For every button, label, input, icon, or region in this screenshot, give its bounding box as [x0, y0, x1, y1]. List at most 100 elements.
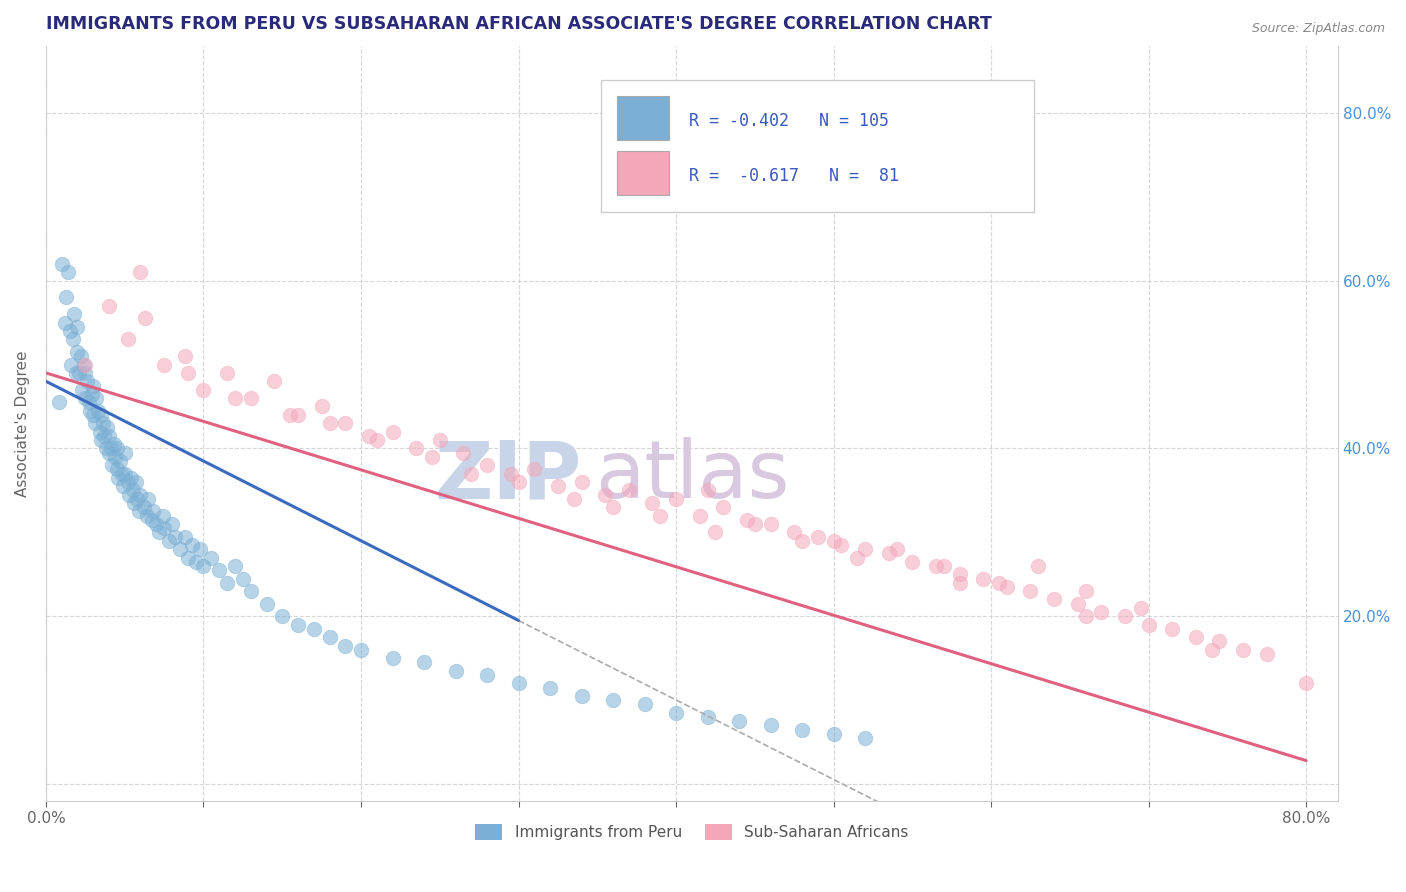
Point: [173, 530, 195, 544]
Point: [224, 558, 246, 573]
Point: [60, 358, 83, 372]
Point: [110, 467, 132, 481]
Point: [152, 508, 174, 523]
Point: [91, 417, 114, 431]
Point: [79, 403, 101, 417]
Point: [475, 458, 498, 473]
Point: [104, 450, 127, 464]
Point: [846, 550, 869, 565]
Point: [169, 542, 191, 557]
Point: [157, 533, 180, 548]
Point: [287, 617, 309, 632]
Point: [59, 324, 82, 338]
Point: [69, 349, 91, 363]
Point: [100, 442, 122, 456]
Point: [73, 358, 96, 372]
Point: [1201, 643, 1223, 657]
Point: [925, 558, 948, 573]
Point: [1161, 622, 1184, 636]
Point: [318, 630, 340, 644]
Point: [177, 366, 200, 380]
Point: [759, 516, 782, 531]
Point: [460, 467, 482, 481]
Point: [853, 542, 876, 557]
Text: IMMIGRANTS FROM PERU VS SUBSAHARAN AFRICAN ASSOCIATE'S DEGREE CORRELATION CHART: IMMIGRANTS FROM PERU VS SUBSAHARAN AFRIC…: [46, 15, 991, 33]
Point: [77, 395, 100, 409]
Point: [696, 710, 718, 724]
Point: [988, 575, 1011, 590]
FancyBboxPatch shape: [617, 152, 669, 195]
Point: [75, 366, 97, 380]
Point: [1129, 600, 1152, 615]
Point: [1256, 647, 1278, 661]
Point: [89, 425, 111, 439]
Point: [278, 408, 301, 422]
Point: [188, 542, 211, 557]
Point: [181, 538, 204, 552]
Point: [948, 575, 970, 590]
Point: [853, 731, 876, 745]
Point: [53, 316, 76, 330]
Point: [901, 555, 924, 569]
Point: [86, 391, 108, 405]
Point: [148, 525, 170, 540]
Point: [145, 516, 167, 531]
Point: [153, 358, 176, 372]
Point: [263, 374, 285, 388]
Point: [55, 290, 77, 304]
Point: [499, 467, 522, 481]
Point: [650, 508, 672, 523]
Point: [114, 467, 136, 481]
Point: [114, 445, 136, 459]
Point: [562, 491, 585, 506]
Point: [444, 664, 467, 678]
Point: [413, 656, 436, 670]
Point: [357, 429, 380, 443]
Point: [193, 383, 215, 397]
Point: [165, 530, 187, 544]
Point: [453, 445, 475, 459]
Y-axis label: Associate's Degree: Associate's Degree: [15, 350, 30, 497]
Point: [1232, 643, 1254, 657]
Point: [1074, 609, 1097, 624]
Legend: Immigrants from Peru, Sub-Saharan Africans: Immigrants from Peru, Sub-Saharan Africa…: [468, 818, 915, 847]
Point: [523, 462, 546, 476]
Point: [381, 425, 404, 439]
Point: [1114, 609, 1136, 624]
Point: [1295, 676, 1317, 690]
Point: [80, 387, 103, 401]
Point: [98, 445, 121, 459]
Point: [75, 358, 97, 372]
Point: [508, 676, 530, 690]
Point: [1043, 592, 1066, 607]
Point: [153, 521, 176, 535]
Point: [217, 575, 239, 590]
Point: [381, 651, 404, 665]
Point: [886, 542, 908, 557]
Point: [1074, 584, 1097, 599]
Point: [160, 516, 183, 531]
Point: [82, 378, 104, 392]
Point: [972, 572, 994, 586]
Point: [593, 487, 616, 501]
Point: [366, 433, 388, 447]
Point: [129, 265, 152, 279]
Point: [995, 580, 1018, 594]
Point: [112, 479, 135, 493]
Point: [118, 487, 141, 501]
Point: [232, 572, 254, 586]
Point: [87, 403, 110, 417]
Point: [135, 508, 157, 523]
Point: [129, 487, 152, 501]
Text: atlas: atlas: [595, 437, 789, 516]
Point: [571, 689, 593, 703]
Point: [287, 408, 309, 422]
Point: [120, 471, 142, 485]
Point: [184, 555, 207, 569]
Point: [271, 609, 294, 624]
Point: [735, 513, 758, 527]
Point: [1019, 584, 1042, 599]
Point: [51, 257, 73, 271]
Point: [132, 500, 155, 515]
Point: [1137, 617, 1160, 632]
